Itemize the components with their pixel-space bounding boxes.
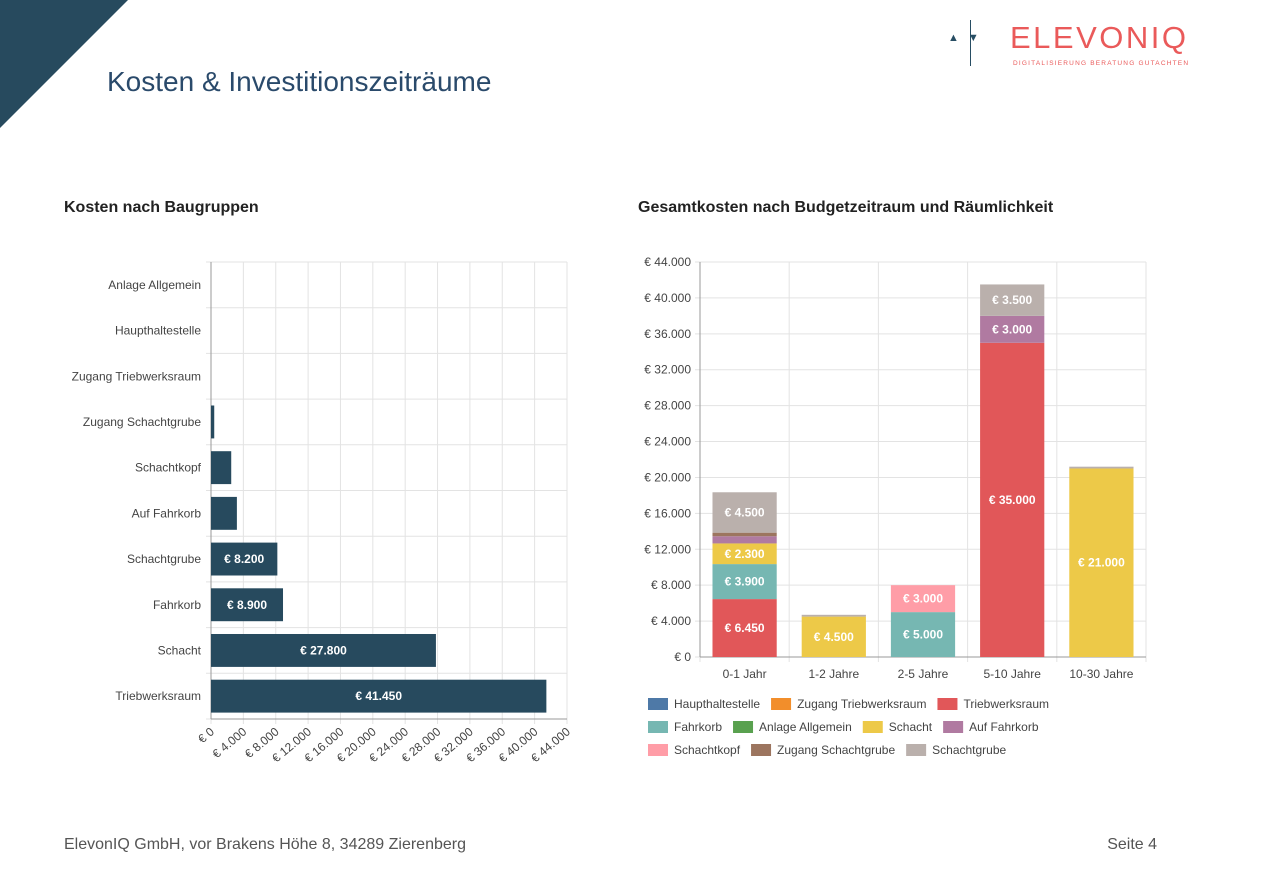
logo-divider bbox=[970, 20, 971, 66]
stack-y-tick-label: € 36.000 bbox=[644, 327, 691, 341]
bar-chart-title: Kosten nach Baugruppen bbox=[64, 199, 259, 216]
stack-data-label: € 35.000 bbox=[989, 493, 1036, 507]
stack-y-tick-label: € 12.000 bbox=[644, 542, 691, 556]
stack-segment-schacht bbox=[1069, 468, 1134, 657]
stack-segment-schachtgrube bbox=[712, 492, 777, 533]
stack-data-label: € 5.000 bbox=[903, 628, 943, 642]
cost-by-group-chart: € 0€ 4.000€ 8.000€ 12.000€ 16.000€ 20.00… bbox=[72, 261, 573, 765]
stack-data-label: € 2.300 bbox=[725, 547, 765, 561]
bar-fahrkorb bbox=[211, 588, 284, 622]
legend-label: Anlage Allgemein bbox=[759, 720, 852, 734]
logo-wordmark: ELEVONIQ bbox=[1010, 20, 1189, 55]
legend-swatch bbox=[906, 744, 927, 756]
bar-zugang-schachtgrube bbox=[211, 405, 215, 439]
stack-segment-schachtgrube bbox=[980, 284, 1045, 316]
stack-category-label: 1-2 Jahre bbox=[808, 667, 859, 681]
stack-y-tick-label: € 32.000 bbox=[644, 363, 691, 377]
stack-category-label: 10-30 Jahre bbox=[1069, 667, 1133, 681]
stack-y-tick-label: € 0 bbox=[674, 650, 691, 664]
stacked-chart-title: Gesamtkosten nach Budgetzeitraum und Räu… bbox=[638, 199, 1054, 216]
logo-arrows-icon: ▲▼ bbox=[948, 32, 988, 44]
stack-y-tick-label: € 40.000 bbox=[644, 291, 691, 305]
stack-segment-schachtgrube bbox=[801, 614, 866, 617]
stack-segment-auf-fahrkorb bbox=[712, 536, 777, 544]
legend-swatch bbox=[648, 744, 668, 756]
legend-label: Zugang Schachtgrube bbox=[777, 743, 895, 757]
stack-y-tick-label: € 20.000 bbox=[644, 470, 691, 484]
bar-category-label: Zugang Schachtgrube bbox=[83, 415, 201, 429]
stack-y-tick-label: € 8.000 bbox=[651, 578, 691, 592]
stack-segment-auf-fahrkorb bbox=[980, 315, 1045, 343]
stack-segment-schachtgrube bbox=[1069, 466, 1134, 469]
legend-swatch bbox=[648, 721, 668, 733]
bar-schacht bbox=[211, 633, 436, 667]
legend-label: Triebwerksraum bbox=[963, 697, 1049, 711]
bar-category-label: Auf Fahrkorb bbox=[132, 506, 202, 520]
stack-data-label: € 3.900 bbox=[725, 575, 765, 589]
legend-swatch bbox=[862, 721, 883, 733]
legend-label: Schachtgrube bbox=[932, 743, 1006, 757]
bar-data-label: € 8.200 bbox=[224, 552, 264, 566]
footer-address: ElevonIQ GmbH, vor Brakens Höhe 8, 34289… bbox=[64, 836, 466, 853]
stack-segment-triebwerksraum bbox=[980, 342, 1045, 657]
stack-data-label: € 3.000 bbox=[903, 592, 943, 606]
legend-label: Schacht bbox=[889, 720, 933, 734]
page-number: Seite 4 bbox=[1107, 836, 1157, 853]
bar-category-label: Zugang Triebwerksraum bbox=[72, 369, 201, 383]
stack-category-label: 0-1 Jahr bbox=[723, 667, 767, 681]
stack-data-label: € 3.000 bbox=[992, 322, 1032, 336]
legend-swatch bbox=[937, 698, 958, 710]
legend-label: Schachtkopf bbox=[674, 743, 741, 757]
stack-data-label: € 3.500 bbox=[992, 293, 1032, 307]
bar-data-label: € 8.900 bbox=[227, 598, 267, 612]
bar-triebwerksraum bbox=[211, 679, 547, 713]
logo-tagline: DIGITALISIERUNG BERATUNG GUTACHTEN bbox=[1013, 60, 1190, 67]
bar-category-label: Anlage Allgemein bbox=[108, 278, 201, 292]
bar-category-label: Fahrkorb bbox=[153, 598, 201, 612]
stack-y-tick-label: € 24.000 bbox=[644, 435, 691, 449]
legend-swatch bbox=[943, 721, 964, 733]
stack-segment-fahrkorb bbox=[712, 564, 777, 600]
bar-category-label: Schachtgrube bbox=[127, 552, 201, 566]
stack-data-label: € 6.450 bbox=[725, 621, 765, 635]
legend-swatch bbox=[733, 721, 754, 733]
stack-category-label: 2-5 Jahre bbox=[898, 667, 949, 681]
stack-segment-triebwerksraum bbox=[712, 599, 777, 657]
stack-data-label: € 4.500 bbox=[814, 630, 854, 644]
stack-category-label: 5-10 Jahre bbox=[984, 667, 1042, 681]
legend-label: Zugang Triebwerksraum bbox=[797, 697, 926, 711]
stack-data-label: € 21.000 bbox=[1078, 556, 1125, 570]
bar-data-label: € 41.450 bbox=[355, 689, 402, 703]
company-logo: ▲▼ ELEVONIQ DIGITALISIERUNG BERATUNG GUT… bbox=[948, 18, 1238, 70]
page-title: Kosten & Investitionszeiträume bbox=[107, 66, 492, 97]
stack-data-label: € 4.500 bbox=[725, 505, 765, 519]
bar-category-label: Haupthaltestelle bbox=[115, 324, 201, 338]
stack-y-tick-label: € 28.000 bbox=[644, 399, 691, 413]
legend-label: Auf Fahrkorb bbox=[969, 720, 1039, 734]
stack-segment-fahrkorb bbox=[890, 612, 956, 657]
bar-schachtgrube bbox=[211, 542, 278, 576]
corner-decoration bbox=[0, 0, 128, 128]
legend-swatch bbox=[648, 698, 668, 710]
legend-swatch bbox=[771, 698, 792, 710]
stack-segment-schachtkopf bbox=[890, 585, 956, 613]
stack-y-tick-label: € 4.000 bbox=[651, 614, 691, 628]
stack-segment-zugang-schachtgrube bbox=[712, 532, 777, 537]
stack-segment-schacht bbox=[712, 543, 777, 565]
bar-category-label: Triebwerksraum bbox=[115, 689, 201, 703]
legend-swatch bbox=[751, 744, 772, 756]
stack-y-tick-label: € 16.000 bbox=[644, 506, 691, 520]
stack-y-tick-label: € 44.000 bbox=[644, 255, 691, 269]
bar-category-label: Schacht bbox=[158, 643, 202, 657]
bar-schachtkopf bbox=[211, 451, 232, 485]
bar-data-label: € 27.800 bbox=[300, 643, 347, 657]
stack-segment-schacht bbox=[801, 616, 866, 657]
legend-label: Haupthaltestelle bbox=[674, 697, 760, 711]
bar-category-label: Schachtkopf bbox=[135, 461, 202, 475]
bar-auf-fahrkorb bbox=[211, 496, 237, 530]
legend-label: Fahrkorb bbox=[674, 720, 722, 734]
